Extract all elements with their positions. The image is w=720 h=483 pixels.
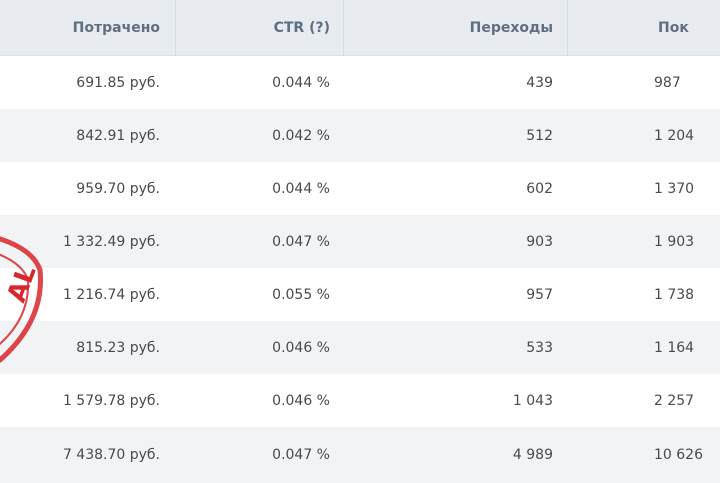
cell-views: 987 [654, 74, 681, 91]
cell-views: 1 204 [654, 127, 695, 144]
cell-clicks: 439 [526, 74, 553, 91]
table-row[interactable]: 842.91 руб. 0.042 % 512 1 204 [0, 109, 720, 162]
cell-ctr: 0.055 % [272, 286, 330, 303]
cell-ctr: 0.047 % [272, 447, 330, 463]
column-divider [567, 0, 568, 56]
cell-views: 1 738 [654, 286, 695, 303]
cell-ctr: 0.044 % [272, 74, 330, 91]
cell-clicks: 533 [526, 339, 553, 356]
table-row[interactable]: 1 216.74 руб. 0.055 % 957 1 738 [0, 268, 720, 321]
cell-clicks: 957 [526, 286, 553, 303]
header-spent[interactable]: Потрачено [72, 19, 160, 36]
cell-spent: 842.91 руб. [76, 127, 160, 144]
cell-ctr: 0.047 % [272, 233, 330, 250]
cell-ctr: 0.046 % [272, 339, 330, 356]
cell-clicks: 602 [526, 180, 553, 197]
cell-spent: 1 579.78 руб. [62, 392, 160, 409]
cell-spent: 691.85 руб. [76, 74, 160, 91]
cell-clicks: 903 [526, 233, 553, 250]
cell-spent: 959.70 руб. [76, 180, 160, 197]
header-views[interactable]: Пок [658, 19, 689, 36]
cell-clicks: 1 043 [512, 392, 553, 409]
header-clicks[interactable]: Переходы [469, 19, 553, 36]
column-divider [175, 0, 176, 56]
cell-ctr: 0.046 % [272, 392, 330, 409]
cell-views: 1 164 [654, 339, 695, 356]
column-divider [343, 0, 344, 56]
cell-clicks: 4 989 [512, 447, 553, 463]
cell-views: 10 626 [654, 447, 703, 463]
cell-views: 1 903 [654, 233, 695, 250]
cell-spent: 7 438.70 руб. [62, 447, 160, 463]
cell-views: 1 370 [654, 180, 695, 197]
cell-spent: 1 216.74 руб. [62, 286, 160, 303]
table-row-total[interactable]: 7 438.70 руб. 0.047 % 4 989 10 626 [0, 427, 720, 483]
table-row[interactable]: 815.23 руб. 0.046 % 533 1 164 [0, 321, 720, 374]
table-row[interactable]: 691.85 руб. 0.044 % 439 987 [0, 56, 720, 109]
cell-ctr: 0.044 % [272, 180, 330, 197]
table-row[interactable]: 959.70 руб. 0.044 % 602 1 370 [0, 162, 720, 215]
table-header: Потрачено CTR (?) Переходы Пок [0, 0, 720, 56]
cell-ctr: 0.042 % [272, 127, 330, 144]
cell-views: 2 257 [654, 392, 695, 409]
cell-clicks: 512 [526, 127, 553, 144]
cell-spent: 815.23 руб. [76, 339, 160, 356]
table-row[interactable]: 1 332.49 руб. 0.047 % 903 1 903 [0, 215, 720, 268]
header-ctr[interactable]: CTR (?) [273, 19, 330, 36]
cell-spent: 1 332.49 руб. [62, 233, 160, 250]
table-row[interactable]: 1 579.78 руб. 0.046 % 1 043 2 257 [0, 374, 720, 427]
